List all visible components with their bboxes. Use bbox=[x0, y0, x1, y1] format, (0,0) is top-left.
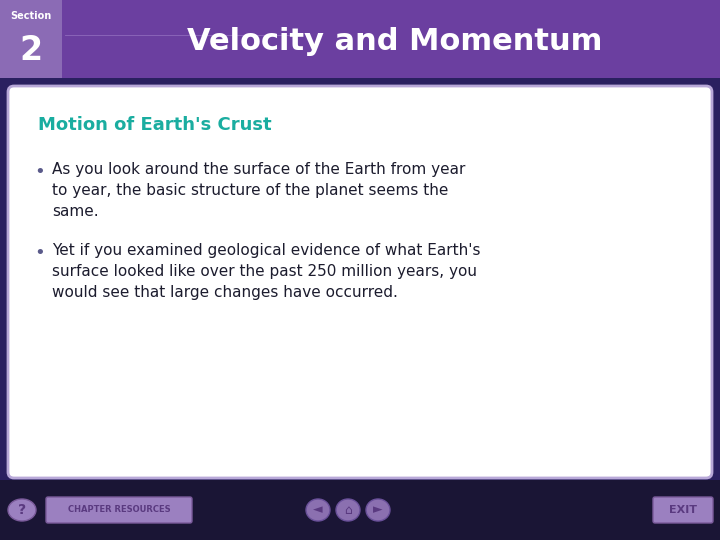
Text: EXIT: EXIT bbox=[669, 505, 697, 515]
Text: Section: Section bbox=[10, 11, 52, 21]
Text: •: • bbox=[34, 163, 45, 181]
Bar bbox=[0, 0, 62, 78]
Bar bbox=[0, 0, 720, 78]
FancyBboxPatch shape bbox=[46, 497, 192, 523]
Ellipse shape bbox=[366, 499, 390, 521]
FancyBboxPatch shape bbox=[653, 497, 713, 523]
Ellipse shape bbox=[306, 499, 330, 521]
FancyBboxPatch shape bbox=[9, 87, 713, 479]
Text: 2: 2 bbox=[19, 33, 42, 66]
Ellipse shape bbox=[336, 499, 360, 521]
Text: ⌂: ⌂ bbox=[344, 503, 352, 516]
Text: Motion of Earth's Crust: Motion of Earth's Crust bbox=[38, 116, 271, 134]
Text: ?: ? bbox=[18, 503, 26, 517]
Text: ►: ► bbox=[373, 503, 383, 516]
Text: Velocity and Momentum: Velocity and Momentum bbox=[187, 28, 603, 57]
Text: ◄: ◄ bbox=[313, 503, 323, 516]
Bar bbox=[0, 480, 720, 540]
Text: CHAPTER RESOURCES: CHAPTER RESOURCES bbox=[68, 505, 171, 515]
Text: •: • bbox=[34, 244, 45, 262]
Text: Yet if you examined geological evidence of what Earth's
surface looked like over: Yet if you examined geological evidence … bbox=[52, 243, 480, 300]
Text: As you look around the surface of the Earth from year
to year, the basic structu: As you look around the surface of the Ea… bbox=[52, 162, 465, 219]
Ellipse shape bbox=[8, 499, 36, 521]
FancyBboxPatch shape bbox=[8, 86, 712, 478]
